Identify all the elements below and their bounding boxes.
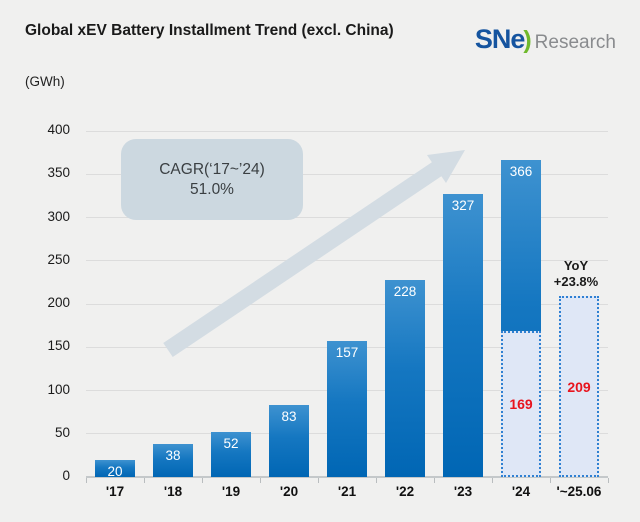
sne-research-logo: SNe ) Research	[475, 24, 616, 55]
bar-value-label: 20	[107, 463, 123, 479]
y-tick-label: 300	[47, 208, 70, 224]
x-tick-label: '19	[221, 484, 241, 499]
gridline	[86, 130, 608, 132]
x-tick-mark	[376, 478, 377, 483]
logo-research-text: Research	[534, 32, 616, 53]
y-tick-label: 200	[47, 295, 70, 310]
bar-'17	[95, 459, 135, 477]
bar-value-label: 52	[223, 436, 239, 452]
x-tick-label: '17	[105, 484, 125, 499]
x-tick-mark	[318, 478, 319, 483]
x-tick-label: '24	[511, 484, 531, 499]
x-tick-mark	[434, 478, 435, 483]
y-tick-label: 50	[54, 424, 70, 440]
x-tick-label: '18	[163, 484, 183, 499]
x-tick-label: '~25.06	[556, 484, 602, 499]
logo-green-swoosh-icon: )	[523, 26, 532, 54]
y-axis: 0 50 100 150 200 250 300 350 400	[0, 122, 78, 483]
x-tick-mark	[260, 478, 261, 483]
bar-'21	[327, 341, 367, 477]
x-axis-line	[86, 476, 608, 478]
yoy-label: YoY	[563, 258, 589, 273]
bar-value-label: 38	[165, 448, 181, 464]
bar-'22	[385, 279, 425, 477]
y-tick-label: 400	[47, 122, 70, 137]
yoy-annotation: YoY +23.8%	[536, 258, 616, 290]
bar-'23	[443, 194, 483, 477]
bar-'20	[269, 405, 309, 477]
bar-value-label: 366	[509, 164, 533, 180]
bar-'18	[153, 444, 193, 477]
yoy-value: +23.8%	[553, 274, 599, 289]
logo-sne-text: SNe	[474, 24, 526, 54]
x-tick-label: '20	[279, 484, 299, 499]
y-tick-label: 100	[47, 381, 70, 397]
x-tick-mark	[550, 478, 551, 483]
forecast-value-label: 169	[509, 395, 533, 412]
x-tick-mark	[202, 478, 203, 483]
x-tick-label: '23	[453, 484, 473, 499]
bar-value-label: 228	[393, 283, 417, 299]
x-axis: '17 '18 '19 '20 '21 '22 '23 '24 '~25.06	[86, 484, 608, 504]
bar-value-label: 157	[335, 345, 359, 361]
y-tick-label: 150	[47, 338, 70, 354]
x-tick-mark	[608, 478, 609, 483]
x-tick-label: '21	[337, 484, 357, 499]
forecast-value-label: 209	[567, 378, 591, 395]
bars-layer: 20 38 52 83 157 228 327 169 366 209	[86, 131, 608, 479]
y-axis-unit-label: (GWh)	[25, 74, 65, 89]
y-tick-label: 0	[62, 468, 70, 483]
x-tick-mark	[86, 478, 87, 483]
x-tick-mark	[492, 478, 493, 483]
x-tick-label: '22	[395, 484, 415, 499]
bar-'19	[211, 432, 251, 477]
y-tick-label: 350	[47, 165, 70, 181]
forecast-bar-'~25.06: 209	[559, 296, 599, 477]
bar-value-label: 83	[281, 409, 297, 425]
bar-value-label: 327	[451, 198, 475, 214]
chart-title: Global xEV Battery Installment Trend (ex…	[25, 22, 394, 39]
forecast-overlay-'24: 169	[501, 330, 541, 477]
x-tick-mark	[144, 478, 145, 483]
y-tick-label: 250	[47, 251, 70, 267]
